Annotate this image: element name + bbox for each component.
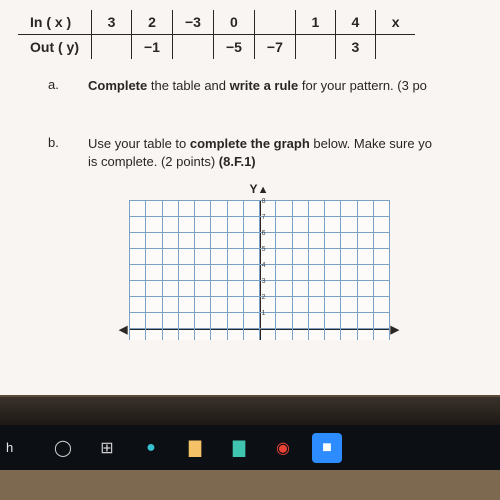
cell: 3 (92, 10, 132, 35)
question-text: Complete the table and write a rule for … (88, 77, 500, 95)
laptop-bezel (0, 395, 500, 425)
cell: −5 (213, 35, 254, 60)
plain-text: below. Make sure yo (310, 136, 432, 151)
question-a: a. Complete the table and write a rule f… (48, 77, 500, 95)
chart-grid: ▶ ◀ 87654321 (129, 200, 389, 340)
cell: 4 (335, 10, 375, 35)
question-letter: b. (48, 135, 88, 171)
desk-surface (0, 470, 500, 500)
taskview-icon[interactable]: ⊞ (92, 433, 122, 463)
worksheet-paper: In ( x ) 3 2 −3 0 1 4 x Out ( y) −1 −5 −… (0, 0, 500, 395)
function-table: In ( x ) 3 2 −3 0 1 4 x Out ( y) −1 −5 −… (18, 10, 415, 59)
standard-code: (8.F.1) (219, 154, 256, 169)
plain-text: the table and (147, 78, 229, 93)
graph-container: Y▲ ▶ ◀ 87654321 (18, 180, 500, 340)
cell: In ( x ) (18, 10, 92, 35)
edge-icon[interactable]: ● (136, 433, 166, 463)
windows-taskbar: h ◯ ⊞ ● ▇ ▇ ◉ ■ (0, 425, 500, 470)
bold-text: complete the graph (190, 136, 310, 151)
chrome-icon[interactable]: ◉ (268, 433, 298, 463)
bold-text: write a rule (230, 78, 299, 93)
table-row: Out ( y) −1 −5 −7 3 (18, 35, 415, 60)
file-explorer-icon[interactable]: ▇ (180, 433, 210, 463)
cell: −7 (254, 35, 295, 60)
cell: 1 (295, 10, 335, 35)
cell: −1 (132, 35, 173, 60)
cell (92, 35, 132, 60)
table-row: In ( x ) 3 2 −3 0 1 4 x (18, 10, 415, 35)
plain-text: for your pattern. (3 po (298, 78, 427, 93)
cell: Out ( y) (18, 35, 92, 60)
cell: 2 (132, 10, 173, 35)
cell (172, 35, 213, 60)
question-letter: a. (48, 77, 88, 95)
cell: 0 (213, 10, 254, 35)
store-icon[interactable]: ▇ (224, 433, 254, 463)
y-axis-label: Y (250, 182, 258, 196)
cell: x (375, 10, 415, 35)
arrow-right-icon: ▶ (391, 323, 399, 336)
question-b: b. Use your table to complete the graph … (48, 135, 500, 171)
cell: 3 (335, 35, 375, 60)
plain-text: is complete. (2 points) (88, 154, 219, 169)
plain-text: Use your table to (88, 136, 190, 151)
cell (295, 35, 335, 60)
bold-text: Complete (88, 78, 147, 93)
search-input[interactable]: h (6, 440, 34, 455)
cell: −3 (172, 10, 213, 35)
cortana-icon[interactable]: ◯ (48, 433, 78, 463)
question-text: Use your table to complete the graph bel… (88, 135, 500, 171)
cell (254, 10, 295, 35)
arrow-left-icon: ◀ (119, 323, 127, 336)
graph: Y▲ ▶ ◀ 87654321 (129, 180, 389, 340)
cell (375, 35, 415, 60)
zoom-icon[interactable]: ■ (312, 433, 342, 463)
